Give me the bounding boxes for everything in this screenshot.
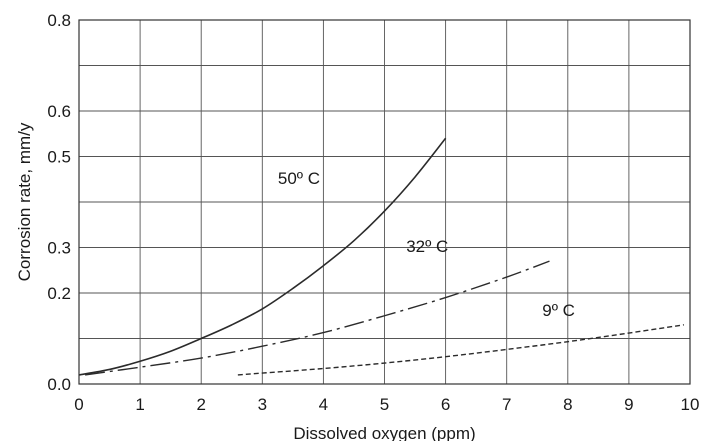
- series-line: [85, 260, 550, 376]
- x-tick-label: 8: [563, 395, 572, 414]
- x-tick-label: 4: [319, 395, 328, 414]
- series-group: [78, 137, 684, 376]
- series-annotations: 50º C 32º C 9º C: [278, 169, 575, 320]
- y-tick-label: 0.8: [47, 11, 71, 30]
- x-tick-label: 6: [441, 395, 450, 414]
- y-axis-title: Corrosion rate, mm/y: [15, 122, 34, 281]
- y-tick-label: 0.5: [47, 148, 71, 167]
- y-tick-label: 0.0: [47, 375, 71, 394]
- x-tick-label: 5: [380, 395, 389, 414]
- series-line: [237, 324, 684, 376]
- series-line: [78, 137, 447, 376]
- x-tick-label: 1: [135, 395, 144, 414]
- x-tick-label: 2: [196, 395, 205, 414]
- x-tick-label: 10: [681, 395, 700, 414]
- series-label: 32º C: [406, 237, 448, 256]
- x-tick-labels: 0 1 2 3 4 5 6 7 8 9 10: [74, 395, 699, 414]
- plot-frame: [78, 19, 691, 385]
- y-tick-label: 0.6: [47, 102, 71, 121]
- x-tick-label: 9: [624, 395, 633, 414]
- y-tick-labels: 0.0 0.2 0.3 0.5 0.6 0.8: [47, 11, 71, 394]
- series-label: 9º C: [542, 301, 575, 320]
- x-axis-title: Dissolved oxygen (ppm): [293, 424, 475, 441]
- y-tick-label: 0.3: [47, 239, 71, 258]
- x-tick-label: 3: [258, 395, 267, 414]
- y-tick-label: 0.2: [47, 284, 71, 303]
- x-tick-label: 7: [502, 395, 511, 414]
- series-label: 50º C: [278, 169, 320, 188]
- x-tick-label: 0: [74, 395, 83, 414]
